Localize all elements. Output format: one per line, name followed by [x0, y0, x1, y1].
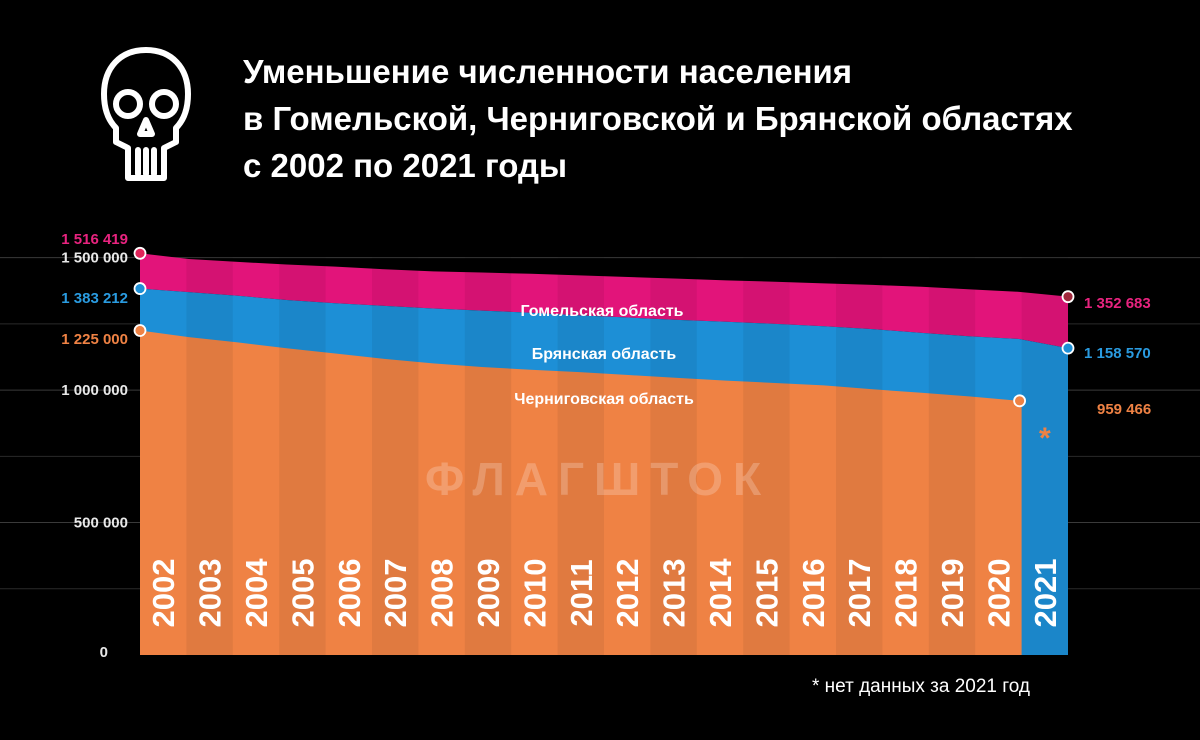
year-label: 2013	[657, 559, 692, 628]
year-label: 2014	[703, 558, 738, 628]
column-shade	[743, 245, 790, 655]
year-label: 2010	[517, 559, 552, 628]
watermark: ФЛАГШТОК	[425, 453, 771, 505]
y-tick-label: 500 000	[74, 515, 128, 532]
y-tick-label: 0	[100, 644, 108, 661]
column-shade	[464, 245, 512, 655]
footnote: * нет данных за 2021 год	[812, 676, 1031, 697]
year-label: 2007	[378, 559, 413, 628]
gomel-area	[140, 253, 1068, 349]
year-label: 2015	[749, 559, 784, 628]
column-shade	[650, 245, 697, 655]
title-line-1: Уменьшение численности населения	[243, 53, 853, 90]
end-label-gomel: 1 352 683	[1084, 295, 1151, 312]
year-label: 2016	[796, 559, 831, 628]
no-data-asterisk: *	[1039, 422, 1051, 455]
marker-chernigov-start	[133, 324, 147, 337]
year-label: 2004	[239, 558, 274, 628]
year-label: 2019	[935, 559, 970, 628]
year-label: 2021	[1028, 559, 1063, 628]
year-label: 2020	[981, 559, 1016, 628]
column-shade	[1021, 245, 1068, 655]
marker-bryansk-start	[133, 282, 147, 295]
end-label-bryansk: 1 158 570	[1084, 345, 1151, 362]
series-label-bryansk: Брянская область	[532, 346, 677, 363]
year-label: 2012	[610, 559, 645, 628]
chart-title: Уменьшение численности населения в Гомел…	[243, 48, 1143, 189]
year-label: 2003	[193, 559, 228, 628]
start-label-bryansk: 1 383 212	[61, 290, 128, 307]
year-label: 2005	[285, 559, 320, 628]
year-label: 2002	[146, 559, 181, 628]
title-line-2: в Гомельской, Черниговской и Брянской об…	[243, 100, 1073, 137]
series-label-chernigov: Черниговская область	[514, 391, 694, 408]
year-label: 2008	[425, 559, 460, 628]
marker-gomel-end	[1061, 290, 1075, 304]
y-tick-label: 1 000 000	[61, 382, 128, 399]
start-label-chernigov: 1 225 000	[61, 331, 128, 348]
y-tick-label: 1 500 000	[61, 250, 128, 267]
end-label-chernigov: 959 466	[1097, 401, 1151, 418]
chernigov-area	[140, 330, 1022, 655]
year-label: 2017	[842, 559, 877, 628]
column-shade	[186, 245, 233, 655]
start-label-gomel: 1 516 419	[61, 231, 128, 248]
year-label: 2006	[332, 559, 367, 628]
year-label: 2018	[889, 559, 924, 628]
column-shade	[836, 245, 883, 655]
skull-icon	[101, 47, 191, 181]
marker-chernigov-end	[1013, 394, 1026, 408]
series-label-gomel: Гомельская область	[520, 303, 683, 320]
column-shade	[279, 245, 326, 655]
year-label: 2009	[471, 559, 506, 628]
column-shade	[557, 245, 604, 655]
marker-gomel-start	[133, 246, 147, 260]
column-shade	[928, 245, 976, 655]
marker-bryansk-end	[1061, 341, 1075, 355]
column-shade	[372, 245, 419, 655]
year-label: 2011	[564, 559, 599, 626]
title-line-3: с 2002 по 2021 годы	[243, 147, 568, 184]
